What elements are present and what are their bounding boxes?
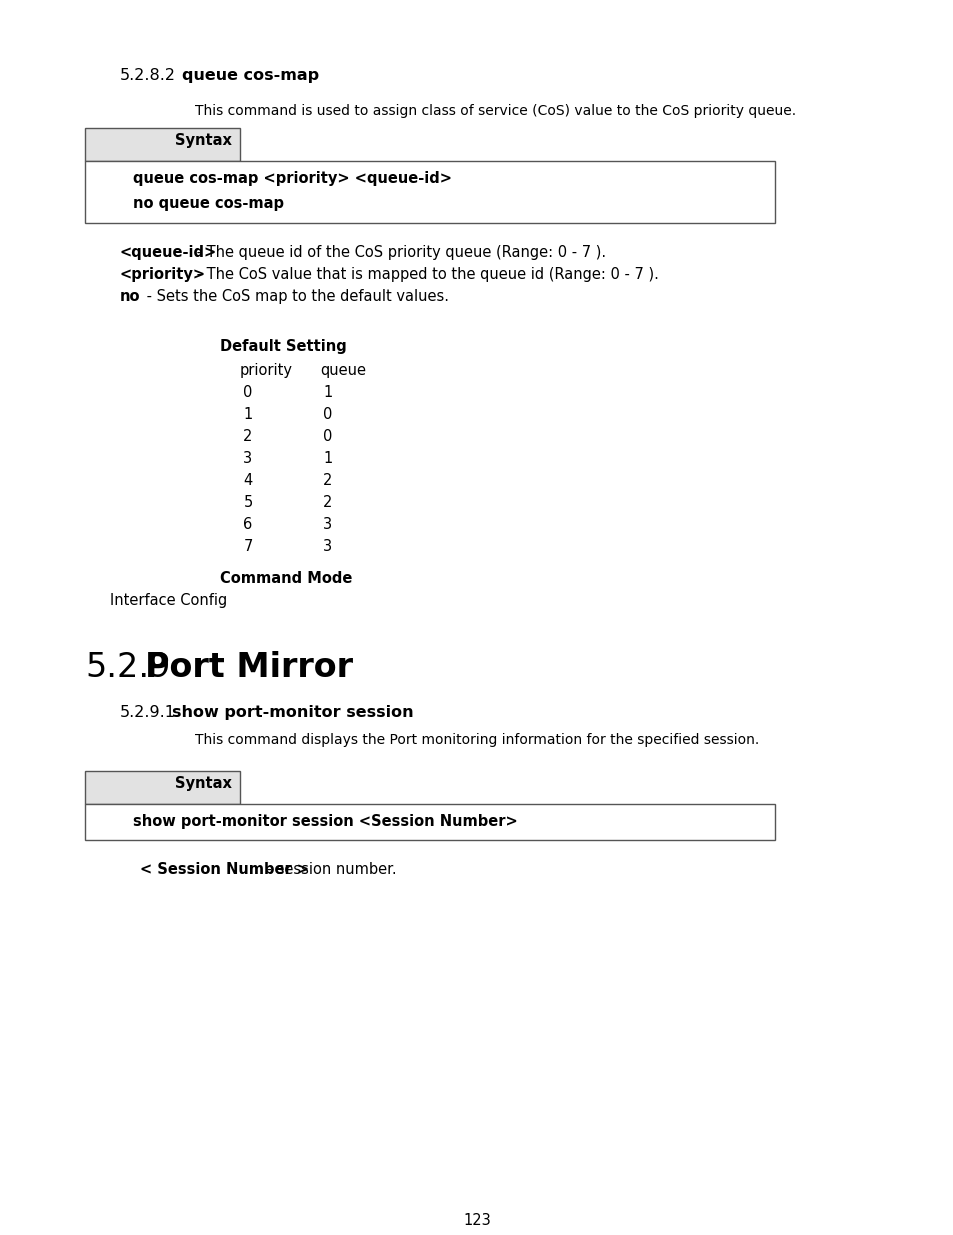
Text: - The queue id of the CoS priority queue (Range: 0 - 7 ).: - The queue id of the CoS priority queue… [192, 245, 605, 261]
Text: This command is used to assign class of service (CoS) value to the CoS priority : This command is used to assign class of … [194, 104, 796, 119]
Text: - session number.: - session number. [262, 862, 396, 877]
Text: no: no [120, 289, 140, 304]
Text: Port Mirror: Port Mirror [145, 651, 353, 684]
Text: 5: 5 [243, 495, 253, 510]
Text: 2: 2 [323, 473, 333, 488]
Text: queue: queue [319, 363, 366, 378]
Text: 3: 3 [323, 517, 333, 532]
Text: - Sets the CoS map to the default values.: - Sets the CoS map to the default values… [142, 289, 449, 304]
Text: 123: 123 [462, 1213, 491, 1228]
Text: priority: priority [240, 363, 293, 378]
Bar [85, 771, 240, 804]
Text: 1: 1 [323, 451, 333, 466]
Text: Command Mode: Command Mode [220, 571, 352, 585]
Text: queue cos-map: queue cos-map [182, 68, 319, 83]
Text: 1: 1 [243, 408, 253, 422]
Text: This command displays the Port monitoring information for the specified session.: This command displays the Port monitorin… [194, 734, 759, 747]
Text: 0: 0 [243, 385, 253, 400]
Text: < Session Number >: < Session Number > [140, 862, 309, 877]
Text: show port-monitor session: show port-monitor session [172, 705, 414, 720]
Text: 3: 3 [243, 451, 253, 466]
Text: 1: 1 [323, 385, 333, 400]
Text: 3: 3 [323, 538, 333, 555]
Text: no queue cos-map: no queue cos-map [132, 196, 284, 211]
Text: 5.2.9.1: 5.2.9.1 [120, 705, 175, 720]
Text: Syntax: Syntax [175, 133, 232, 148]
Text: <priority>: <priority> [120, 267, 206, 282]
Bar [85, 804, 774, 840]
Text: <queue-id>: <queue-id> [120, 245, 217, 261]
Text: 2: 2 [323, 495, 333, 510]
Text: Default Setting: Default Setting [220, 338, 346, 354]
Bar [85, 161, 774, 224]
Text: queue cos-map <priority> <queue-id>: queue cos-map <priority> <queue-id> [132, 170, 452, 186]
Text: Syntax: Syntax [175, 776, 232, 790]
Text: 0: 0 [323, 408, 333, 422]
Text: 7: 7 [243, 538, 253, 555]
Text: 5.2.9: 5.2.9 [85, 651, 171, 684]
Text: 4: 4 [243, 473, 253, 488]
Text: 5.2.8.2: 5.2.8.2 [120, 68, 175, 83]
Text: 0: 0 [323, 429, 333, 445]
Bar [85, 128, 240, 161]
Text: Interface Config: Interface Config [110, 593, 227, 608]
Text: 6: 6 [243, 517, 253, 532]
Text: show port-monitor session <Session Number>: show port-monitor session <Session Numbe… [132, 814, 517, 829]
Text: - The CoS value that is mapped to the queue id (Range: 0 - 7 ).: - The CoS value that is mapped to the qu… [192, 267, 659, 282]
Text: 2: 2 [243, 429, 253, 445]
